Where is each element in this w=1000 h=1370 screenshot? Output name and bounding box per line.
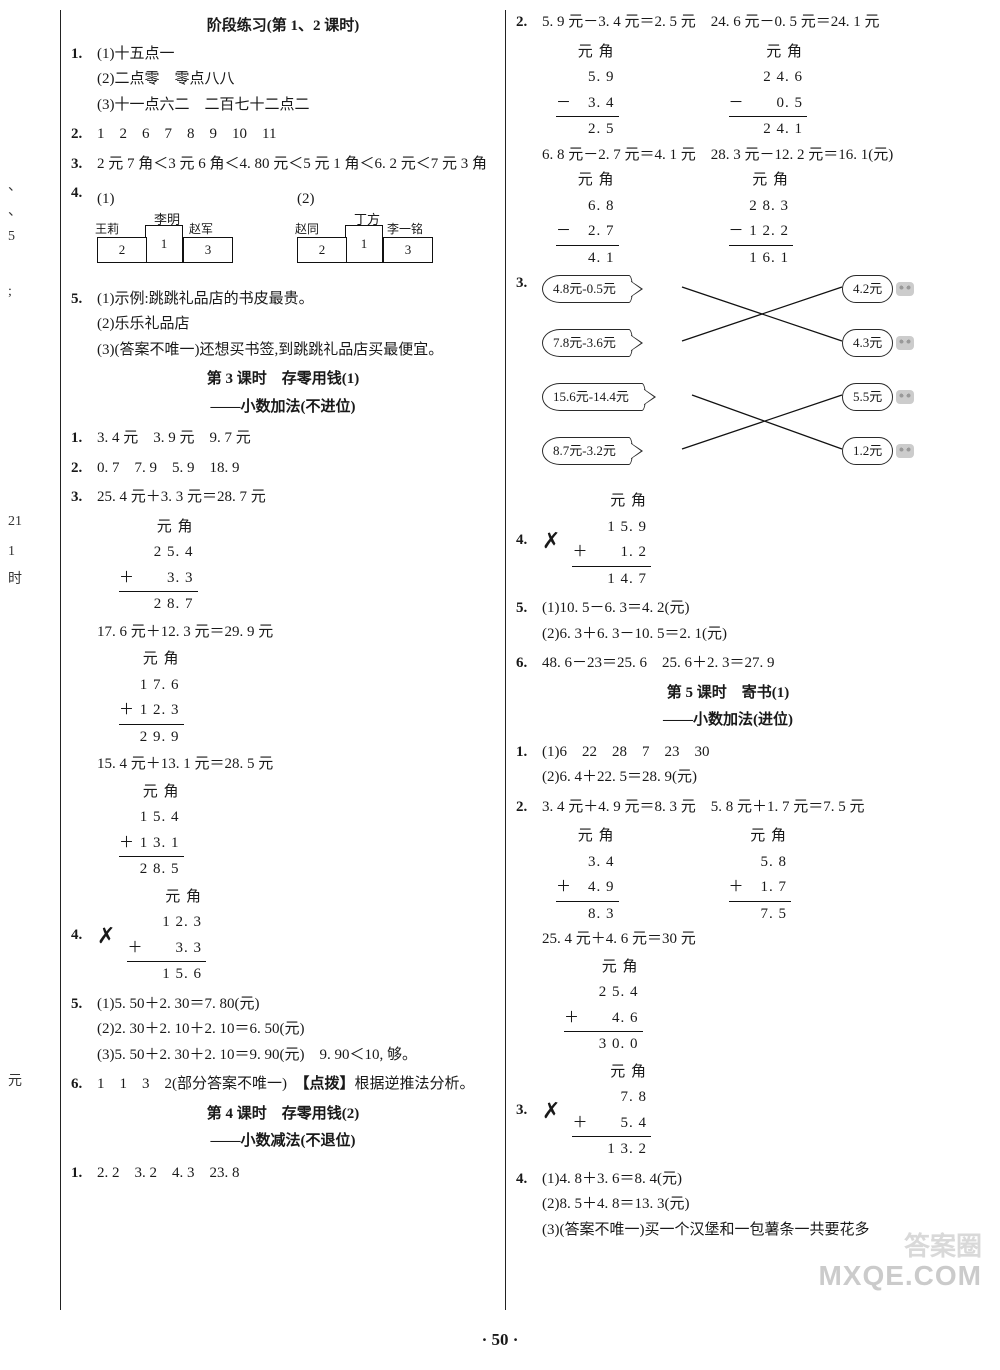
s2q3-line3: 15. 4 元＋13. 1 元＝28. 5 元 bbox=[97, 752, 495, 778]
s3q3: 3. 4.8元-0.5元7.8元-3.6元15.6元-14.4元8.7元-3.2… bbox=[516, 271, 940, 485]
scan-edge-mark: 时 bbox=[8, 568, 22, 592]
s3q2: 2.5. 9 元－3. 4 元＝2. 5 元 24. 6 元－0. 5 元＝24… bbox=[516, 10, 940, 36]
s3q2-line2: 6. 8 元－2. 7 元＝4. 1 元 28. 3 元－12. 2 元＝16.… bbox=[542, 143, 940, 169]
cross-icon: ✗ bbox=[542, 522, 560, 559]
scan-edge-mark: 21 bbox=[8, 510, 22, 534]
q4: 4. (1) 李明 王莉 赵军 1 2 3 bbox=[71, 181, 495, 283]
q4-label2: (2) bbox=[297, 191, 315, 207]
section-title: 第 3 课时 存零用钱(1) bbox=[71, 367, 495, 393]
q1-b: (2)二点零 零点八八 bbox=[97, 67, 495, 93]
vertical-calc: 元 角 7. 8 ＋ 5. 4 1 3. 2 bbox=[572, 1060, 651, 1163]
q3: 3. 2 元 7 角＜3 元 6 角＜4. 80 元＜5 元 1 角＜6. 2 … bbox=[71, 152, 495, 178]
s2q6: 6. 1 1 3 2(部分答案不唯一) 【点拨】根据逆推法分析。 bbox=[71, 1072, 495, 1098]
cross-icon: ✗ bbox=[97, 917, 115, 954]
s2q1: 1.3. 4 元 3. 9 元 9. 7 元 bbox=[71, 426, 495, 452]
s2q5: 5. (1)5. 50＋2. 30＝7. 80(元) (2)2. 30＋2. 1… bbox=[71, 992, 495, 1069]
s4q2-line2: 25. 4 元＋4. 6 元＝30 元 bbox=[542, 927, 940, 953]
section-title: 第 5 课时 寄书(1) bbox=[516, 681, 940, 707]
vertical-calc: 元 角 1 2. 3 ＋ 3. 3 1 5. 6 bbox=[127, 885, 206, 988]
s2q4: 4. ✗ 元 角 1 2. 3 ＋ 3. 3 1 5. 6 bbox=[71, 885, 495, 988]
fish-item: 15.6元-14.4元 bbox=[542, 383, 654, 411]
s4q2: 2.3. 4 元＋4. 9 元＝8. 3 元 5. 8 元＋1. 7 元＝7. … bbox=[516, 795, 940, 821]
vertical-calc: 元 角 2 4. 6 － 0. 5 2 4. 1 bbox=[729, 40, 808, 143]
podium-1: 李明 王莉 赵军 1 2 3 bbox=[97, 213, 237, 277]
q5: 5. (1)示例:跳跳礼品店的书皮最贵。 (2)乐乐礼品店 (3)(答案不唯一)… bbox=[71, 287, 495, 364]
s3q6: 6.48. 6－23＝25. 6 25. 6＋2. 3＝27. 9 bbox=[516, 651, 940, 677]
section-title: 阶段练习(第 1、2 课时) bbox=[71, 14, 495, 40]
vertical-calc: 元 角 2 5. 4 ＋ 3. 3 2 8. 7 bbox=[119, 515, 198, 618]
scan-edge-mark: 、 bbox=[8, 200, 22, 224]
fish-matching-diagram: 4.8元-0.5元 7.8元-3.6元 15.6元-14.4元 8.7元-3.2元 4.… bbox=[542, 275, 940, 475]
section-subtitle: ——小数加法(不进位) bbox=[71, 395, 495, 421]
q2: 2. 1 2 6 7 8 9 10 11 bbox=[71, 122, 495, 148]
scan-edge-mark: ; bbox=[8, 280, 12, 304]
section-title: 第 4 课时 存零用钱(2) bbox=[71, 1102, 495, 1128]
fish-item: 7.8元-3.6元 bbox=[542, 329, 641, 357]
q1-c: (3)十一点六二 二百七十二点二 bbox=[97, 93, 495, 119]
scan-edge-mark: 1 bbox=[8, 540, 15, 564]
vertical-calc: 元 角 1 5. 4 ＋ 1 3. 1 2 8. 5 bbox=[119, 780, 184, 883]
right-column: 2.5. 9 元－3. 4 元＝2. 5 元 24. 6 元－0. 5 元＝24… bbox=[505, 10, 950, 1310]
s3q1: 1.2. 2 3. 2 4. 3 23. 8 bbox=[71, 1161, 495, 1187]
s2q3-line2: 17. 6 元＋12. 3 元＝29. 9 元 bbox=[97, 620, 495, 646]
section-subtitle: ——小数加法(进位) bbox=[516, 708, 940, 734]
vertical-calc: 元 角 6. 8 － 2. 7 4. 1 bbox=[556, 168, 619, 271]
scan-edge-mark: 5 bbox=[8, 225, 15, 249]
section-subtitle: ——小数减法(不退位) bbox=[71, 1129, 495, 1155]
vertical-calc: 元 角 3. 4 ＋ 4. 9 8. 3 bbox=[556, 824, 619, 927]
cat-item: 1.2元 bbox=[842, 437, 914, 465]
q4-label1: (1) bbox=[97, 191, 115, 207]
fish-item: 8.7元-3.2元 bbox=[542, 437, 641, 465]
hint-label: 【点拨】 bbox=[302, 1076, 355, 1092]
cat-item: 4.2元 bbox=[842, 275, 914, 303]
watermark-en: MXQE.COM bbox=[818, 1252, 982, 1300]
podium-2: 丁方 赵同 李一铭 1 2 3 bbox=[297, 213, 437, 277]
s2q2: 2.0. 7 7. 9 5. 9 18. 9 bbox=[71, 456, 495, 482]
s2q3: 3.25. 4 元＋3. 3 元＝28. 7 元 bbox=[71, 485, 495, 511]
cross-icon: ✗ bbox=[542, 1092, 560, 1129]
scan-edge-mark: 、 bbox=[8, 175, 22, 199]
scan-edge-mark: 元 bbox=[8, 1070, 22, 1094]
left-column: 阶段练习(第 1、2 课时) 1. (1)十五点一 (2)二点零 零点八八 (3… bbox=[60, 10, 505, 1310]
vertical-calc: 元 角 5. 9 － 3. 4 2. 5 bbox=[556, 40, 619, 143]
page-number: · 50 · bbox=[0, 1320, 1000, 1367]
vertical-calc: 元 角 2 5. 4 ＋ 4. 6 3 0. 0 bbox=[564, 955, 643, 1058]
cat-item: 5.5元 bbox=[842, 383, 914, 411]
s4q4: 4. (1)4. 8＋3. 6＝8. 4(元) (2)8. 5＋4. 8＝13.… bbox=[516, 1167, 940, 1244]
vertical-calc: 元 角 1 5. 9 ＋ 1. 2 1 4. 7 bbox=[572, 489, 651, 592]
s4q1: 1. (1)6 22 28 7 23 30 (2)6. 4＋22. 5＝28. … bbox=[516, 740, 940, 791]
s4q3: 3. ✗ 元 角 7. 8 ＋ 5. 4 1 3. 2 bbox=[516, 1060, 940, 1163]
vertical-calc: 元 角 1 7. 6 ＋ 1 2. 3 2 9. 9 bbox=[119, 647, 184, 750]
fish-item: 4.8元-0.5元 bbox=[542, 275, 641, 303]
s3q5: 5. (1)10. 5－6. 3＝4. 2(元) (2)6. 3＋6. 3－10… bbox=[516, 596, 940, 647]
s3q4: 4. ✗ 元 角 1 5. 9 ＋ 1. 2 1 4. 7 bbox=[516, 489, 940, 592]
q1: 1. (1)十五点一 (2)二点零 零点八八 (3)十一点六二 二百七十二点二 bbox=[71, 42, 495, 119]
vertical-calc: 元 角 5. 8 ＋ 1. 7 7. 5 bbox=[729, 824, 792, 927]
vertical-calc: 元 角 2 8. 3 － 1 2. 2 1 6. 1 bbox=[729, 168, 794, 271]
cat-item: 4.3元 bbox=[842, 329, 914, 357]
q1-a: (1)十五点一 bbox=[97, 42, 495, 68]
